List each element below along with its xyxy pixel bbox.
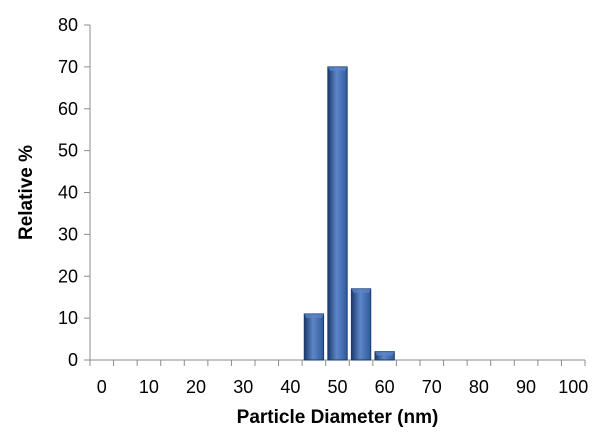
tick-labels: 0 10 20 30 40 50 60 70 80 0 10 20 30 40 50 60 70 80 90 100 <box>58 15 588 397</box>
x-tick-label: 90 <box>516 377 536 397</box>
bar-body <box>327 66 348 361</box>
bar <box>374 351 395 361</box>
x-tick-label: 60 <box>375 377 395 397</box>
y-tick-label: 70 <box>58 57 78 77</box>
x-tick-label: 0 <box>97 377 107 397</box>
bar-body <box>303 313 325 361</box>
bar-bevel <box>327 66 348 71</box>
x-tick-label: 30 <box>233 377 253 397</box>
x-tick-label: 40 <box>280 377 300 397</box>
bar-bevel <box>351 288 371 293</box>
y-tick-label: 20 <box>58 266 78 286</box>
y-axis-title: Relative % <box>16 145 37 240</box>
axes <box>84 24 586 366</box>
bar <box>327 66 348 361</box>
y-tick-label: 60 <box>58 99 78 119</box>
bar <box>350 288 372 361</box>
y-tick-label: 50 <box>58 141 78 161</box>
x-tick-label: 70 <box>422 377 442 397</box>
bar-bevel <box>374 351 395 356</box>
y-tick-label: 30 <box>58 224 78 244</box>
bar-body <box>350 288 372 361</box>
y-tick-label: 0 <box>68 350 78 370</box>
x-tick-label: 20 <box>186 377 206 397</box>
bars <box>303 66 395 361</box>
x-tick-label: 100 <box>558 377 588 397</box>
y-tick-label: 80 <box>58 15 78 35</box>
x-tick-label: 80 <box>469 377 489 397</box>
x-tick-label: 50 <box>327 377 347 397</box>
y-tick-label: 40 <box>58 183 78 203</box>
bar-bevel <box>304 313 324 318</box>
bar <box>303 313 325 361</box>
x-tick-label: 10 <box>139 377 159 397</box>
y-tick-label: 10 <box>58 308 78 328</box>
x-axis-title: Particle Diameter (nm) <box>237 407 439 428</box>
